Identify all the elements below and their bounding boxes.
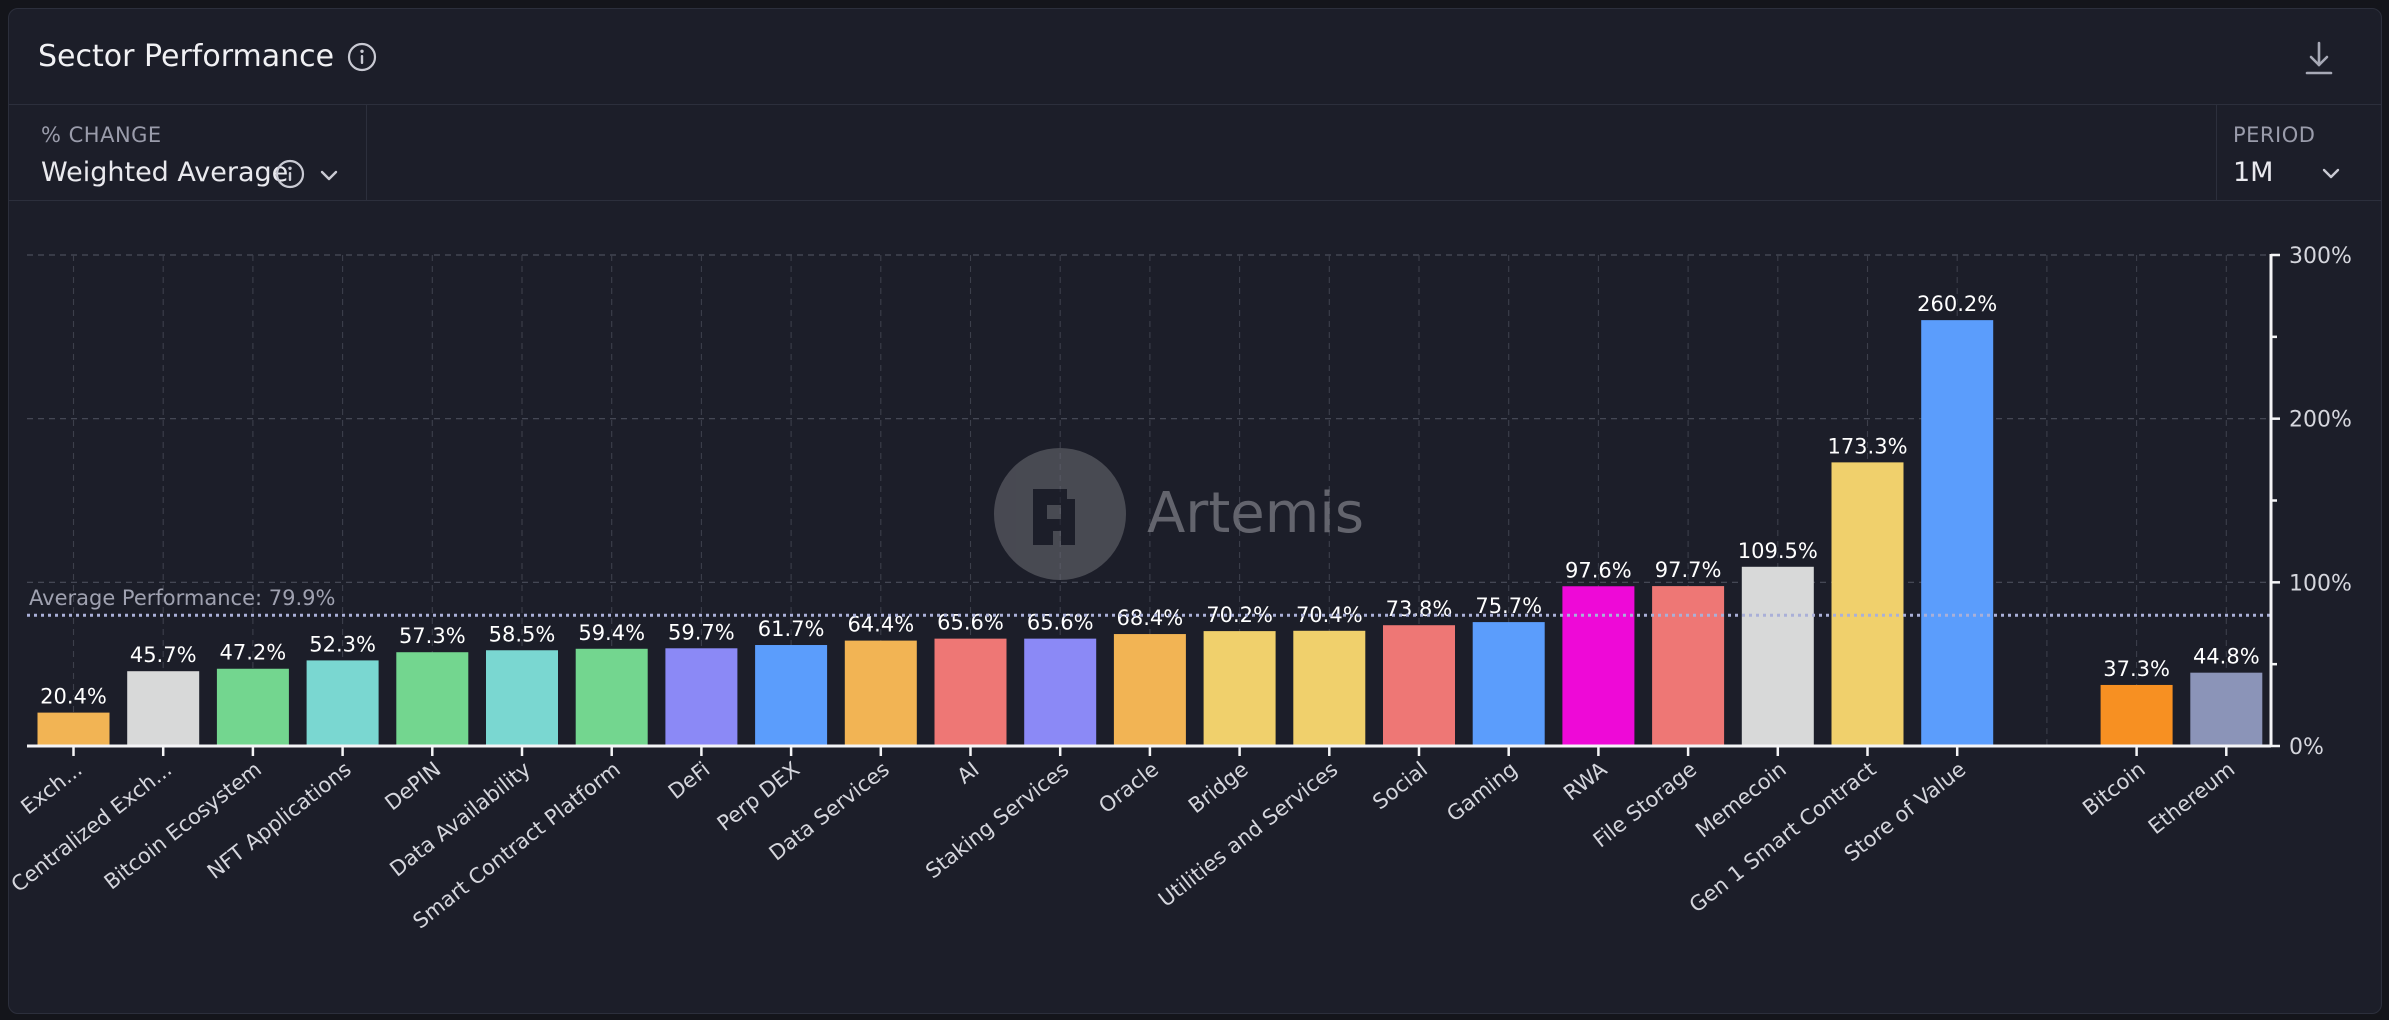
period-label: PERIOD bbox=[2233, 123, 2316, 147]
period-value: 1M bbox=[2233, 157, 2274, 188]
chart-value-labels: 20.4% 45.7% 47.2% 52.3% 57.3% 58.5% 59.4% 59.7%… bbox=[39, 291, 2262, 710]
chart-controls: % CHANGE Weighted Average PERIOD 1M bbox=[9, 105, 2381, 201]
bar-14[interactable] bbox=[1203, 631, 1276, 746]
bar-13[interactable] bbox=[1113, 634, 1186, 746]
bar-value-label: 45.7% bbox=[130, 643, 197, 667]
x-tick-label: Gaming bbox=[1442, 757, 1521, 826]
bar-2[interactable] bbox=[127, 671, 200, 746]
bar-17[interactable] bbox=[1472, 622, 1545, 746]
sector-bar-chart: Artemis 20.4% 45.7% 47.2% 52.3% 57.3% 58.5% 59… bbox=[9, 244, 2352, 934]
bar-5[interactable] bbox=[396, 652, 469, 746]
x-tick-label: RWA bbox=[1559, 757, 1612, 806]
x-tick-label: Staking Services bbox=[921, 757, 1073, 883]
period-dropdown[interactable]: PERIOD 1M bbox=[2216, 105, 2381, 200]
bar-20[interactable] bbox=[1741, 566, 1814, 746]
y-tick-label: 100% bbox=[2289, 571, 2352, 596]
card-title: Sector Performance bbox=[38, 39, 335, 74]
y-tick-label: 300% bbox=[2289, 244, 2352, 269]
bar-9[interactable] bbox=[755, 645, 828, 746]
bar-value-label: 37.3% bbox=[2103, 657, 2170, 681]
info-icon[interactable] bbox=[275, 159, 305, 189]
average-label: Average Performance: 79.9% bbox=[29, 586, 335, 610]
bar-12[interactable] bbox=[1024, 638, 1097, 746]
change-type-dropdown[interactable]: % CHANGE Weighted Average bbox=[9, 105, 367, 200]
x-tick-label: Ethereum bbox=[2144, 757, 2240, 839]
y-tick-label: 200% bbox=[2289, 408, 2352, 433]
bar-19[interactable] bbox=[1652, 586, 1725, 746]
x-tick-label: Bridge bbox=[1184, 757, 1253, 818]
bar-value-label: 73.8% bbox=[1386, 597, 1453, 621]
x-tick-label: Exch... bbox=[16, 757, 86, 819]
chart-category-labels: Exch...Centralized Exch...Bitcoin Ecosys… bbox=[9, 757, 2239, 934]
bar-21[interactable] bbox=[1831, 462, 1904, 746]
chart-axes: 0% 100% 200% 300% bbox=[27, 244, 2352, 760]
x-tick-label: Oracle bbox=[1094, 757, 1163, 818]
change-type-label: % CHANGE bbox=[41, 123, 162, 147]
bar-value-label: 20.4% bbox=[40, 685, 107, 709]
bar-7[interactable] bbox=[575, 648, 648, 746]
bar-22[interactable] bbox=[1921, 320, 1994, 746]
download-icon[interactable] bbox=[2302, 39, 2336, 77]
bar-15[interactable] bbox=[1293, 630, 1366, 746]
bar-8[interactable] bbox=[665, 648, 738, 746]
x-tick-label: DeFi bbox=[664, 757, 715, 804]
x-tick-label: Perp DEX bbox=[713, 757, 804, 836]
bar-value-label: 97.7% bbox=[1655, 558, 1722, 582]
change-type-value: Weighted Average bbox=[41, 157, 289, 188]
card-header: Sector Performance bbox=[9, 9, 2381, 105]
sector-performance-card: Sector Performance % CHANGE Weighted Ave… bbox=[8, 8, 2382, 1014]
bar-value-label: 173.3% bbox=[1827, 434, 1907, 458]
artemis-watermark: Artemis bbox=[994, 448, 1364, 580]
y-tick-label: 0% bbox=[2289, 735, 2324, 760]
bar-value-label: 57.3% bbox=[399, 624, 466, 648]
bar-1[interactable] bbox=[37, 712, 110, 746]
bar-4[interactable] bbox=[306, 660, 379, 746]
bar-11[interactable] bbox=[934, 638, 1007, 746]
average-line-group: Average Performance: 79.9% bbox=[27, 586, 2271, 617]
bar-23[interactable] bbox=[2100, 684, 2173, 746]
bar-3[interactable] bbox=[216, 668, 289, 746]
bar-value-label: 59.7% bbox=[668, 620, 735, 644]
chevron-down-icon[interactable] bbox=[2321, 167, 2341, 181]
x-tick-label: Bitcoin bbox=[2078, 757, 2150, 820]
bar-value-label: 68.4% bbox=[1117, 606, 1184, 630]
bar-6[interactable] bbox=[486, 650, 558, 746]
x-tick-label: Centralized Exch... bbox=[9, 757, 176, 897]
bar-value-label: 59.4% bbox=[578, 621, 645, 645]
bar-16[interactable] bbox=[1383, 625, 1455, 746]
bar-10[interactable] bbox=[844, 640, 917, 746]
artemis-logo-icon bbox=[994, 448, 1126, 580]
bar-value-label: 61.7% bbox=[758, 617, 825, 641]
x-tick-label: DePIN bbox=[380, 757, 445, 815]
bar-24[interactable] bbox=[2190, 672, 2263, 746]
x-tick-label: Utilities and Services bbox=[1154, 757, 1342, 912]
x-tick-label: Social bbox=[1368, 757, 1432, 814]
bar-value-label: 44.8% bbox=[2193, 645, 2260, 669]
bar-value-label: 97.6% bbox=[1565, 558, 1632, 582]
info-icon[interactable] bbox=[347, 42, 377, 72]
bar-value-label: 47.2% bbox=[220, 641, 287, 665]
x-tick-label: Bitcoin Ecosystem bbox=[100, 757, 266, 894]
bar-18[interactable] bbox=[1562, 586, 1635, 746]
bar-value-label: 58.5% bbox=[489, 622, 556, 646]
chart-bars bbox=[37, 320, 2263, 746]
chevron-down-icon[interactable] bbox=[319, 169, 339, 183]
x-tick-label: AI bbox=[953, 757, 984, 789]
bar-value-label: 65.6% bbox=[937, 611, 1004, 635]
bar-value-label: 52.3% bbox=[309, 632, 376, 656]
watermark-text: Artemis bbox=[1147, 481, 1364, 546]
bar-value-label: 260.2% bbox=[1917, 292, 1997, 316]
bar-value-label: 109.5% bbox=[1738, 539, 1818, 563]
